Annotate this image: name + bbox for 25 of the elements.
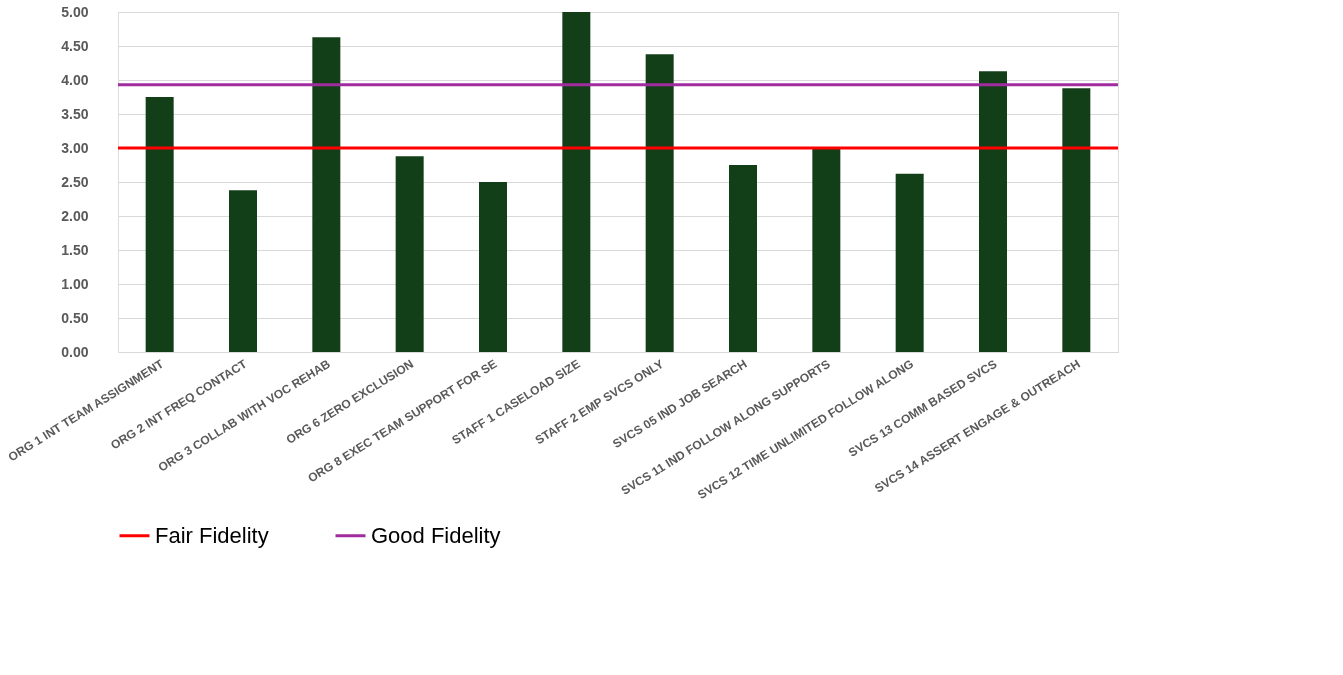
bar (395, 156, 424, 352)
y-tick-label: 4.00 (61, 71, 89, 88)
y-tick-label: 1.50 (61, 241, 89, 258)
y-tick-label: 5.00 (61, 3, 89, 20)
y-tick-label: 4.50 (61, 37, 89, 54)
legend-label: Good Fidelity (371, 522, 501, 548)
bar (312, 37, 341, 352)
y-tick-label: 0.50 (61, 309, 89, 326)
bar (562, 12, 591, 352)
bar (895, 173, 924, 352)
legend-label: Fair Fidelity (155, 522, 269, 548)
bar (645, 54, 674, 352)
y-tick-label: 2.00 (61, 207, 89, 224)
bar (979, 71, 1007, 352)
y-tick-label: 3.00 (61, 139, 89, 156)
bar (229, 190, 257, 352)
y-tick-label: 2.50 (61, 173, 89, 190)
bar (729, 165, 757, 352)
bar (812, 148, 841, 352)
bar (145, 97, 174, 352)
y-tick-label: 3.50 (61, 105, 89, 122)
bar (1062, 88, 1091, 352)
y-tick-label: 0.00 (61, 343, 89, 360)
y-tick-label: 1.00 (61, 275, 89, 292)
bar (479, 182, 507, 352)
